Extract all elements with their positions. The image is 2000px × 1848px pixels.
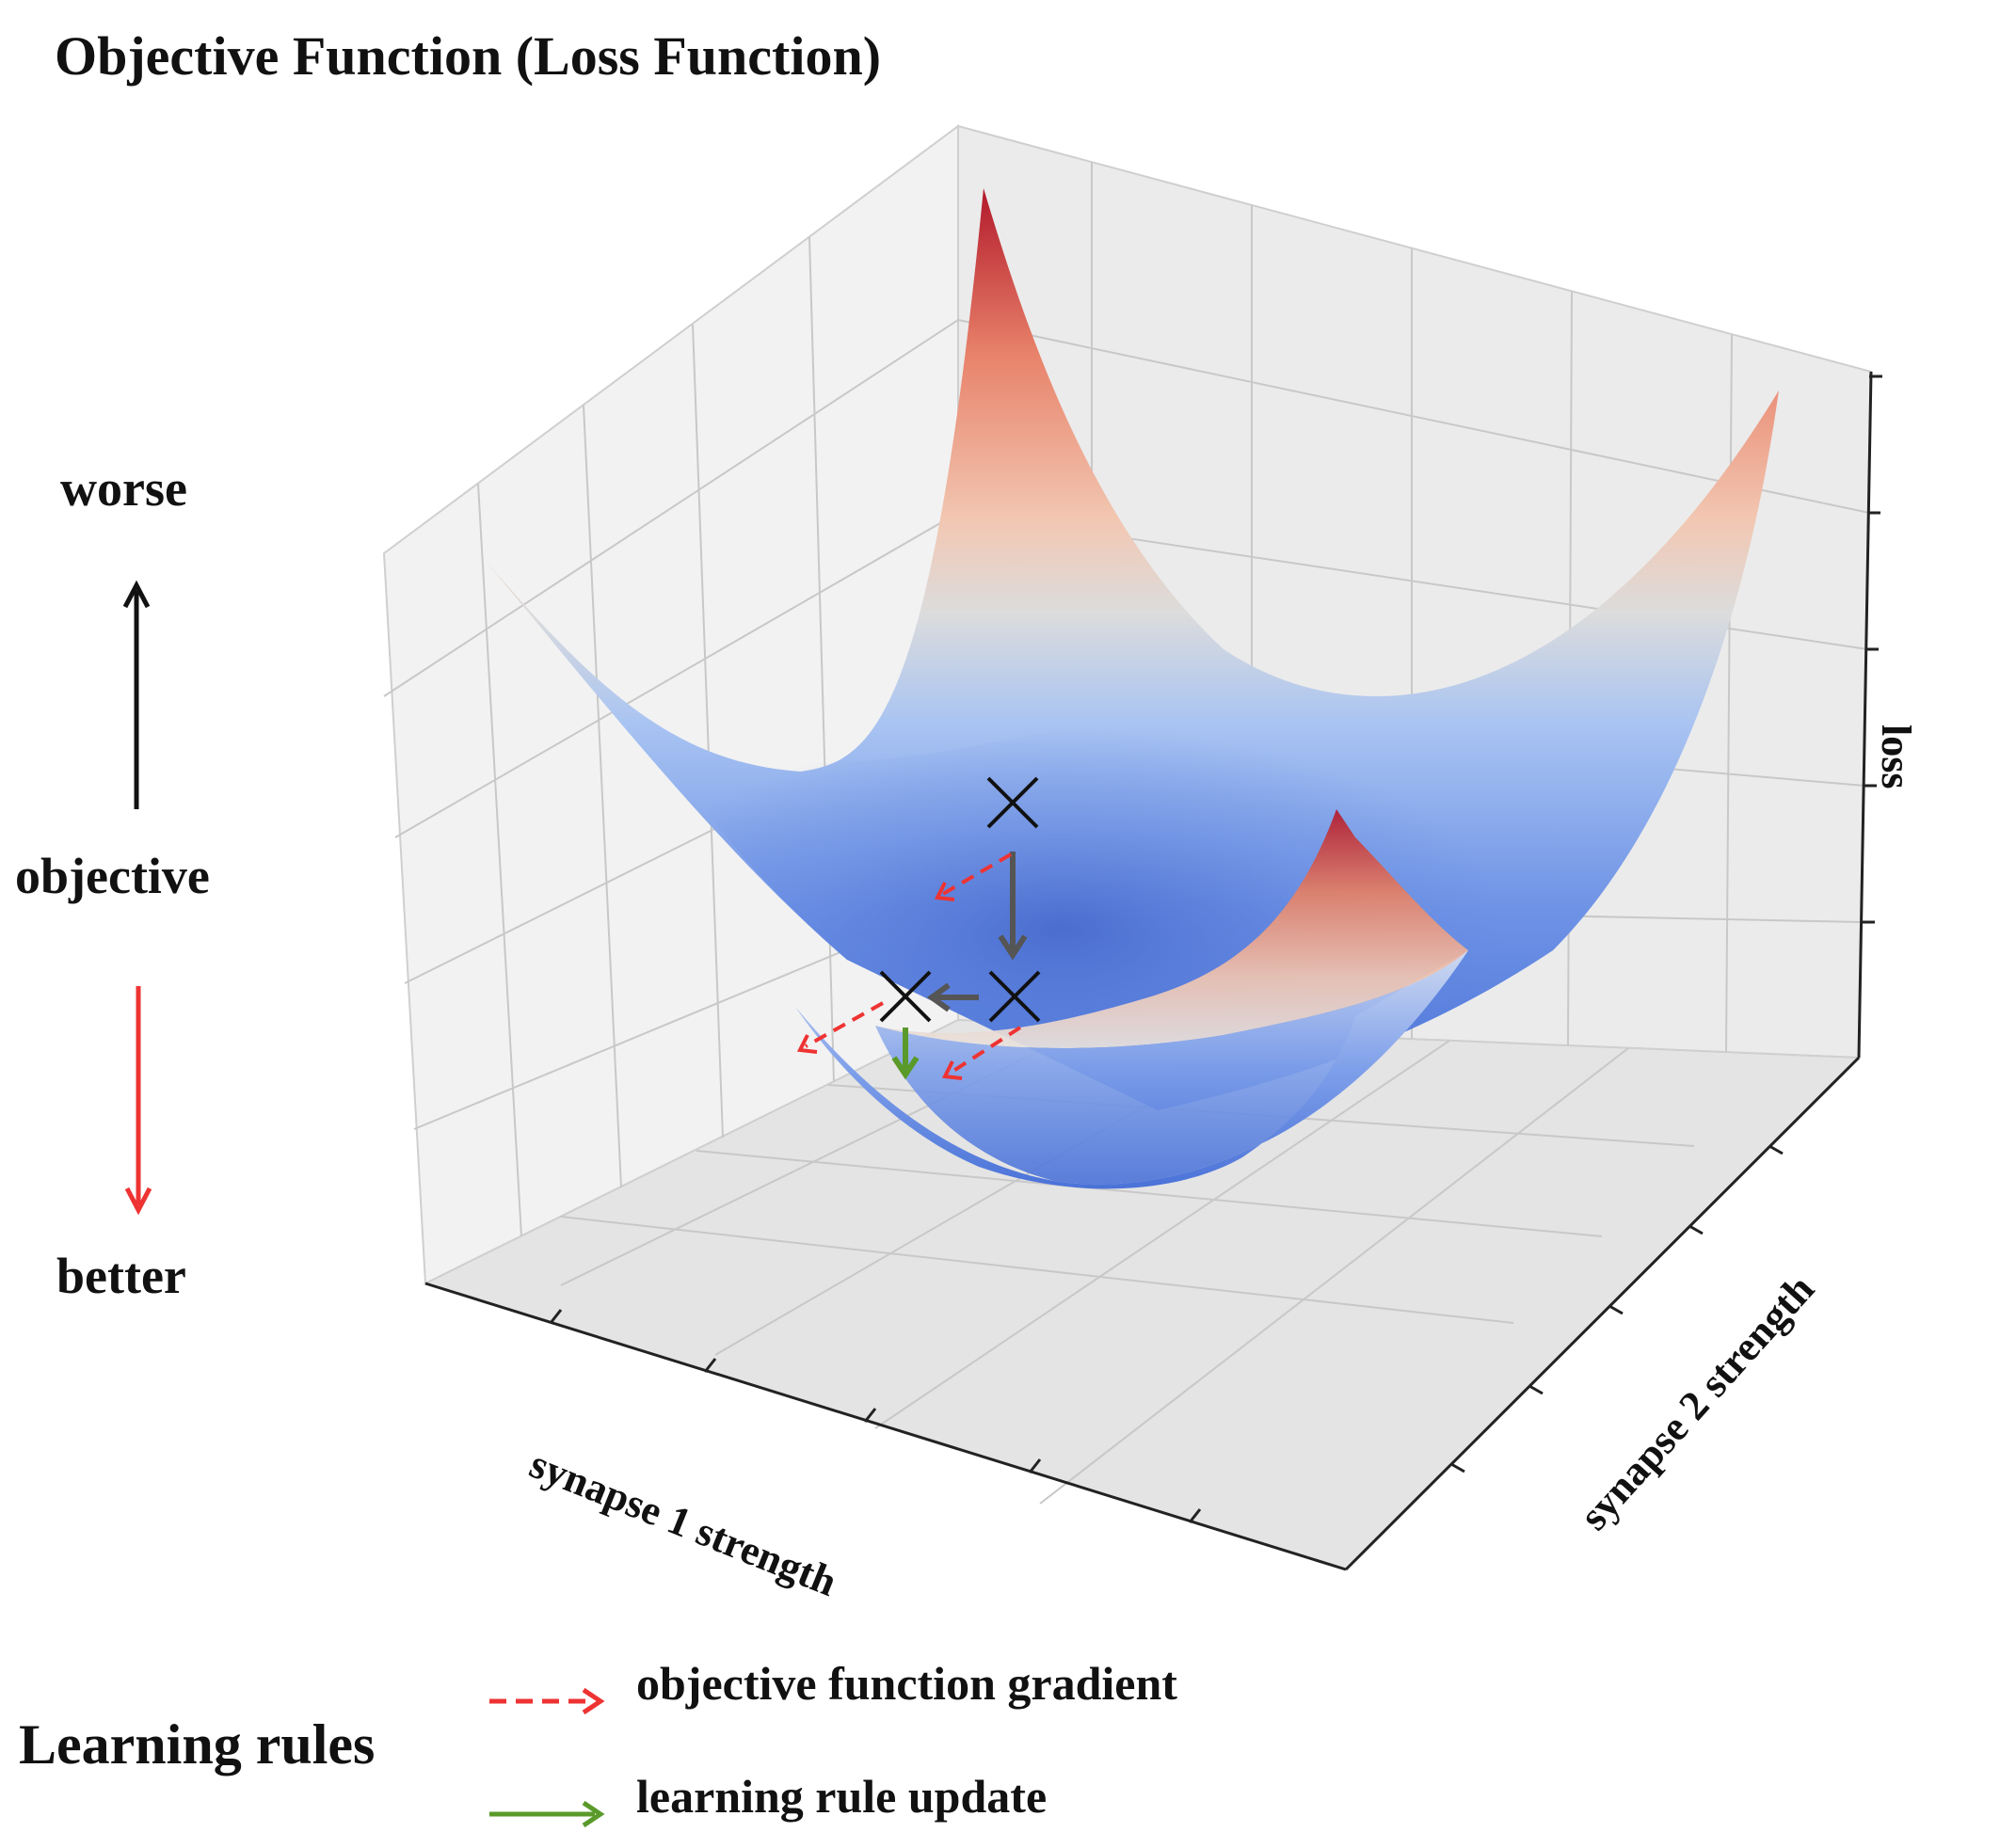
- loss-surface-front-fill: [875, 950, 1468, 1185]
- z-axis-label: loss: [1873, 725, 1919, 789]
- legend-title: Learning rules: [19, 1713, 376, 1776]
- step-arrows: [926, 852, 1028, 1012]
- legend-glyph-gradient: [489, 1687, 605, 1715]
- gradient-arrows: [805, 852, 1022, 1075]
- legend-item-update: learning rule update: [636, 1770, 1048, 1823]
- better-label: better: [56, 1248, 186, 1304]
- objective-label: objective: [15, 848, 210, 904]
- loss-surface-front-rim: [875, 809, 1468, 1048]
- legend-item-gradient: objective function gradient: [636, 1657, 1177, 1710]
- side-scale: [122, 580, 152, 1216]
- worse-label: worse: [60, 460, 187, 517]
- axis-edges: [424, 371, 1873, 1571]
- figure-title: Objective Function (Loss Function): [55, 25, 882, 87]
- axis-ticks: [549, 374, 1882, 1523]
- step-markers: [879, 776, 1041, 1023]
- legend-glyph-update: [489, 1800, 605, 1828]
- update-arrow: [891, 1028, 920, 1080]
